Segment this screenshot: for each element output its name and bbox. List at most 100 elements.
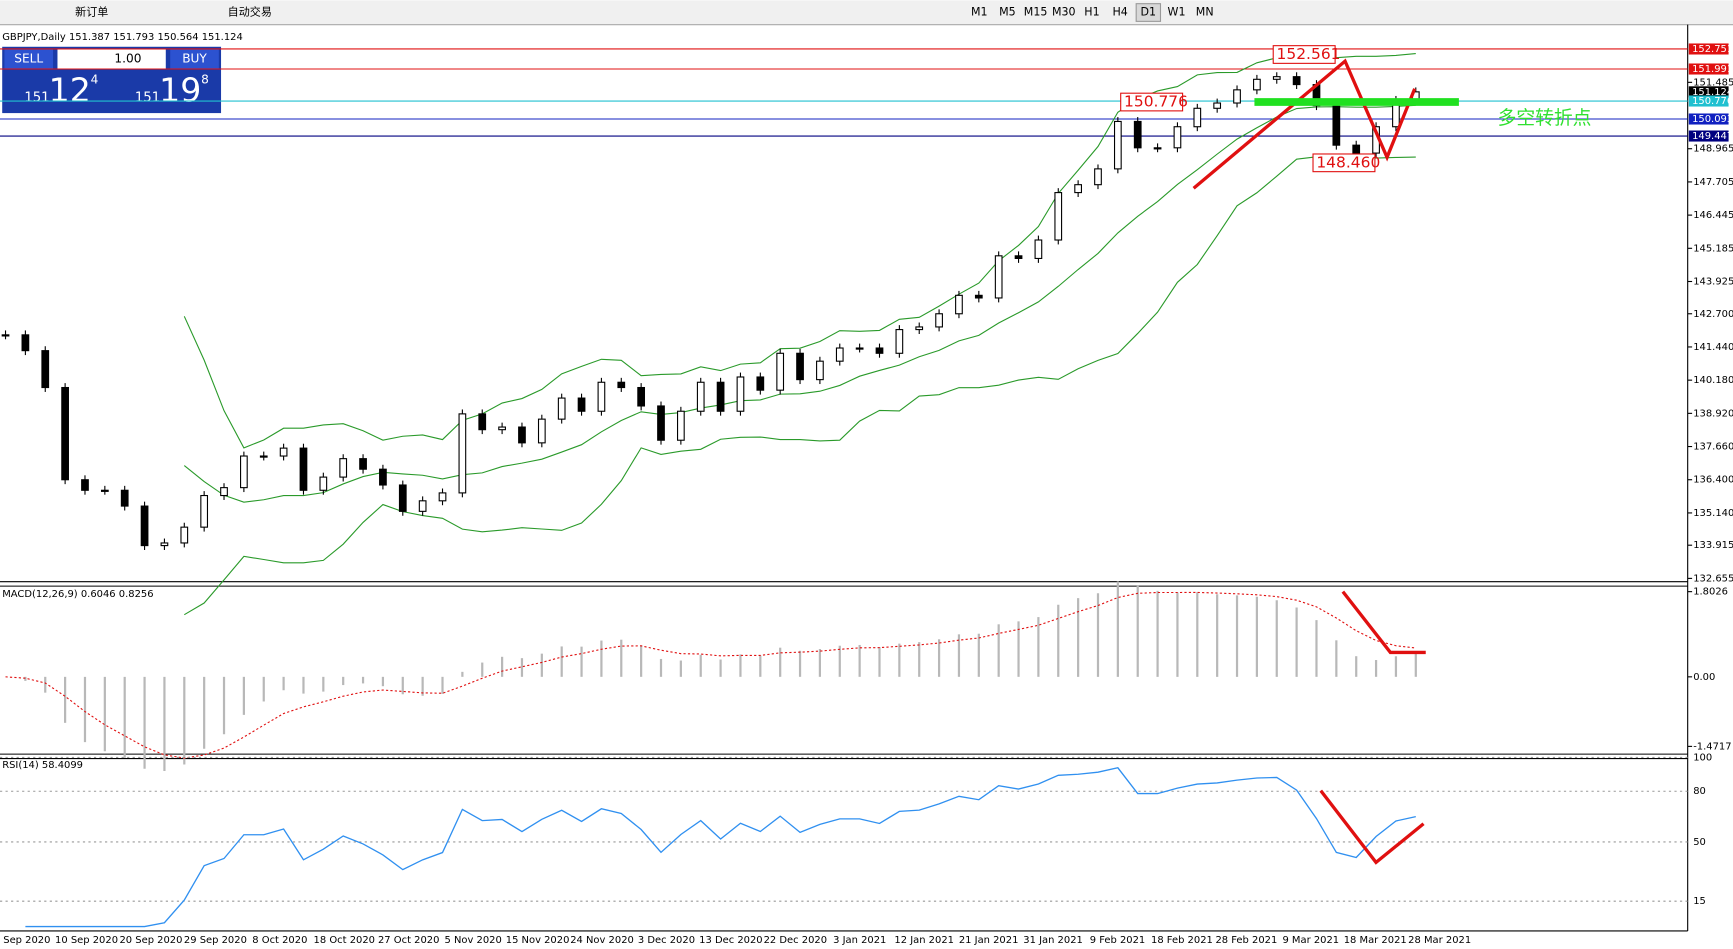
chart-header: GBPJPY,Daily 151.387 151.793 150.564 151… xyxy=(2,32,243,43)
price-annotation: 148.460 xyxy=(1316,153,1380,171)
candle xyxy=(736,376,745,412)
timeframe-button[interactable]: H1 xyxy=(1084,6,1099,19)
candle xyxy=(498,426,506,431)
candle xyxy=(637,386,646,407)
candle xyxy=(835,347,844,362)
candle xyxy=(1272,76,1281,80)
y-tick-label: 141.440 xyxy=(1693,342,1733,353)
bollinger-band xyxy=(183,104,1416,503)
candle xyxy=(299,447,308,491)
x-tick-label: 8 Oct 2020 xyxy=(252,935,307,946)
price-annotation-box xyxy=(1272,45,1336,64)
y-tick-label: 1.8026 xyxy=(1693,587,1728,598)
y-tick-label: 100 xyxy=(1693,752,1712,763)
level-tag xyxy=(1688,95,1729,107)
candle xyxy=(21,334,30,352)
candle xyxy=(796,352,804,381)
y-tick-label: 148.965 xyxy=(1693,144,1733,155)
candle xyxy=(1193,107,1202,128)
lots: 1.00 xyxy=(114,51,141,65)
timeframe-button[interactable]: M30 xyxy=(1052,6,1076,19)
buy-button[interactable] xyxy=(170,48,219,69)
x-tick-label: 31 Jan 2021 xyxy=(1023,935,1083,946)
candle xyxy=(816,360,824,381)
candle xyxy=(319,476,328,491)
active-timeframe xyxy=(1135,3,1162,22)
y-tick-label: 136.400 xyxy=(1693,475,1733,486)
candle xyxy=(240,455,248,489)
new-order[interactable]: 新订单 xyxy=(75,5,108,19)
candle xyxy=(1352,144,1361,154)
y-tick-label: -1.4717 xyxy=(1693,741,1731,752)
x-tick-label: 28 Mar 2021 xyxy=(1408,935,1471,946)
candle xyxy=(1133,120,1142,149)
candle xyxy=(935,313,943,328)
y-tick-label: 147.705 xyxy=(1693,177,1733,188)
x-tick-label: 1 Sep 2020 xyxy=(0,935,50,946)
candle xyxy=(597,381,606,412)
lots-input[interactable] xyxy=(57,48,166,69)
candle xyxy=(61,386,69,481)
y-tick-label: 145.185 xyxy=(1693,243,1733,254)
timeframe-button[interactable]: MN xyxy=(1196,6,1214,19)
timeframe-button[interactable]: D1 xyxy=(1141,6,1157,19)
timeframe-button[interactable]: M5 xyxy=(999,6,1016,19)
candle xyxy=(1094,168,1102,186)
timeframe-button[interactable]: M15 xyxy=(1024,6,1048,19)
price-annotation: 150.776 xyxy=(1124,93,1188,111)
level-label: 150.093 xyxy=(1692,114,1733,125)
auto-trading[interactable]: 自动交易 xyxy=(228,5,272,19)
level-label: 149.447 xyxy=(1692,131,1733,142)
y-tick-label: 142.700 xyxy=(1693,309,1733,320)
x-tick-label: 3 Dec 2020 xyxy=(638,935,695,946)
rsi-arrow xyxy=(1319,789,1425,865)
candle xyxy=(994,255,1003,299)
candle xyxy=(418,500,427,512)
candle xyxy=(1113,120,1122,170)
ask-big: 151 xyxy=(135,91,160,106)
x-tick-label: 3 Jan 2021 xyxy=(833,935,886,946)
candle xyxy=(1253,78,1261,91)
x-tick-label: 29 Sep 2020 xyxy=(184,935,247,946)
price-annotation: 152.561 xyxy=(1277,45,1341,63)
y-tick-label: 133.915 xyxy=(1693,540,1733,551)
macd-arrow xyxy=(1341,590,1426,655)
drawn-arrows xyxy=(1192,58,1426,865)
level-label: 151.991 xyxy=(1692,64,1733,75)
level-tag xyxy=(1688,43,1729,55)
level-label: 152.751 xyxy=(1692,44,1733,55)
candle xyxy=(478,413,487,431)
level-tag xyxy=(1688,113,1729,125)
candle xyxy=(577,397,586,412)
macd-signal xyxy=(5,591,1416,759)
y-tick-label: 138.920 xyxy=(1693,408,1733,419)
y-tick-label: 140.180 xyxy=(1693,375,1733,386)
x-tick-label: 10 Sep 2020 xyxy=(55,935,118,946)
candle xyxy=(855,347,864,350)
candle xyxy=(617,381,626,389)
x-tick-label: 27 Oct 2020 xyxy=(378,935,439,946)
timeframe-button[interactable]: M1 xyxy=(971,6,988,19)
candle xyxy=(438,492,447,502)
candle xyxy=(1173,126,1182,149)
y-tick-label: 0.00 xyxy=(1693,672,1715,683)
y-tick-label: 80 xyxy=(1693,786,1706,797)
timeframe-button[interactable]: W1 xyxy=(1168,6,1186,19)
toolbar xyxy=(0,0,1733,25)
level-tag xyxy=(1688,130,1729,142)
sell-button[interactable] xyxy=(4,48,54,69)
candle xyxy=(756,376,765,391)
x-tick-label: 20 Sep 2020 xyxy=(119,935,182,946)
ask-main: 19 xyxy=(159,71,201,110)
sell-label: SELL xyxy=(14,51,43,65)
x-tick-label: 24 Nov 2020 xyxy=(570,935,634,946)
candle xyxy=(200,494,209,528)
candle xyxy=(379,468,387,486)
y-tick-label: 135.140 xyxy=(1693,508,1733,519)
timeframe-button[interactable]: H4 xyxy=(1112,6,1127,19)
candle xyxy=(1332,105,1341,146)
candle xyxy=(716,381,725,412)
x-tick-label: 18 Oct 2020 xyxy=(314,935,375,946)
bid-frac: 4 xyxy=(91,72,99,86)
